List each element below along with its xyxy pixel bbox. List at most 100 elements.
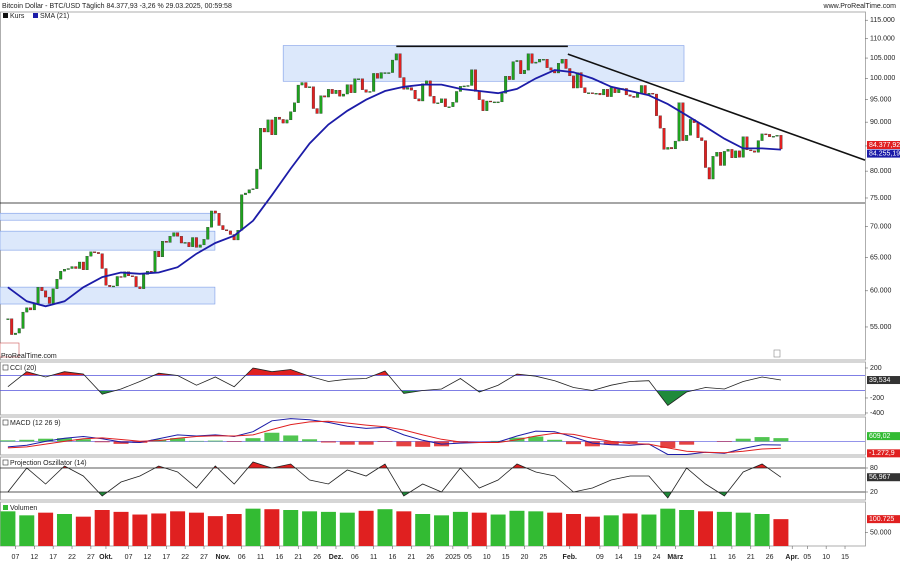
candle [85, 256, 89, 270]
candle [236, 230, 240, 241]
candle [685, 135, 689, 141]
title-swatch [3, 505, 8, 510]
histogram-bar [773, 438, 789, 442]
histogram-bar [622, 441, 638, 444]
candle [349, 84, 353, 93]
x-tick-label: 12 [30, 554, 38, 561]
volume-bar [56, 514, 72, 546]
volume-bar [566, 514, 582, 546]
candle [10, 318, 14, 335]
histogram-bar [302, 439, 318, 442]
volume-bar [434, 515, 450, 546]
plot-layer: 115.000 110.000 105.000 100.000 95.000 90.000… [0, 13, 900, 561]
candle [771, 136, 775, 138]
candle [330, 89, 334, 94]
x-tick-label: 19 [634, 554, 642, 561]
volume-bar [302, 511, 318, 546]
site[interactable]: www.ProRealTime.com [823, 3, 897, 10]
candle [149, 271, 153, 273]
y-tick-label: 50.000 [870, 530, 892, 537]
volume-bar [358, 510, 374, 546]
candle [666, 147, 670, 150]
histogram-bar [735, 438, 751, 442]
candle [319, 95, 323, 114]
candle [383, 72, 387, 74]
title-swatch [2, 364, 9, 371]
candle [375, 73, 379, 79]
volume-bar [377, 509, 393, 546]
y-tick-label: 105.000 [870, 55, 895, 62]
candle [519, 60, 523, 74]
volume-bar [773, 519, 789, 546]
candle [66, 268, 70, 270]
candle [651, 93, 655, 95]
candle [308, 86, 312, 88]
last-value-label: -1.272,9 [869, 450, 895, 457]
candle [164, 241, 168, 243]
candle [436, 102, 440, 104]
x-tick-label: 06 [351, 554, 359, 561]
y-tick-label: -200 [870, 395, 884, 402]
candle [172, 232, 176, 237]
candle [130, 275, 134, 277]
candle [40, 287, 44, 291]
candle [115, 276, 119, 287]
x-tick-label: 07 [125, 554, 133, 561]
last-value-box [867, 515, 900, 524]
candle [587, 92, 591, 94]
candle [639, 85, 643, 94]
candle [176, 232, 180, 237]
candle [345, 84, 349, 95]
x-tick-label: 05 [803, 554, 811, 561]
x-tick-label: Nov. [216, 554, 231, 561]
candle [602, 89, 606, 96]
x-tick-label: Apr. [785, 554, 799, 561]
candle [688, 119, 692, 136]
candle [526, 53, 530, 71]
last-value-box [867, 140, 900, 149]
candle [417, 98, 421, 102]
candle [213, 210, 217, 214]
candle [63, 269, 66, 272]
info-icon[interactable] [773, 349, 781, 358]
candle [673, 140, 677, 150]
histogram-bar [679, 441, 695, 445]
volume-bar [735, 512, 751, 546]
x-tick-label: Feb. [563, 554, 577, 561]
histogram-bar [226, 441, 242, 442]
y-tick-label: 55.000 [870, 324, 892, 331]
histogram-bar [19, 439, 35, 442]
candle [304, 82, 308, 88]
y-tick-label: 20 [870, 489, 878, 496]
x-tick-label: 07 [12, 554, 20, 561]
histogram-bar [716, 441, 732, 442]
candle [655, 93, 658, 116]
candle [47, 296, 51, 304]
candle [507, 76, 511, 80]
x-tick-label: 16 [276, 554, 284, 561]
candle [221, 225, 225, 230]
candle [55, 279, 59, 289]
volume-bar [754, 514, 770, 546]
price-panel [0, 11, 866, 361]
candle [681, 102, 685, 141]
candle [232, 234, 236, 241]
y-tick-label: 200 [870, 365, 882, 372]
candle [402, 77, 406, 90]
candle [387, 72, 391, 74]
candle [745, 136, 749, 151]
candle [707, 167, 711, 180]
candle [394, 53, 398, 61]
candle [311, 86, 315, 109]
histogram-bar [0, 440, 16, 442]
candle [753, 150, 756, 153]
candle [202, 239, 206, 246]
candle [6, 318, 10, 320]
candle [293, 102, 296, 112]
volume-bar [660, 508, 676, 546]
histogram-bar [358, 441, 374, 445]
last-value-box [867, 449, 900, 458]
candle [455, 91, 459, 103]
volume-bar [641, 514, 657, 546]
candle [760, 133, 764, 141]
